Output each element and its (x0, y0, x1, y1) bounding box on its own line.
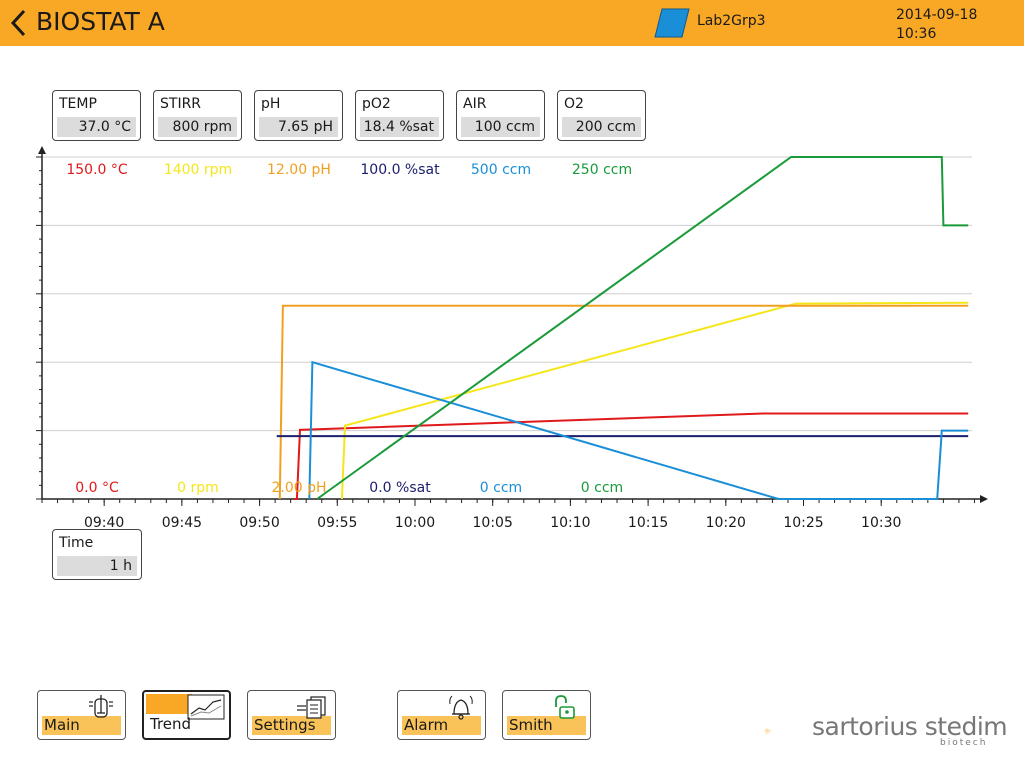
time-window[interactable]: Time 1 h (52, 529, 142, 580)
nav-label: Smith (509, 716, 553, 734)
series-line-stirr (340, 301, 969, 500)
x-tick-label: 10:25 (783, 515, 823, 531)
datetime: 2014-09-18 10:36 (896, 6, 977, 44)
time-window-value: 1 h (57, 556, 137, 576)
param-value: 18.4 %sat (360, 117, 439, 137)
scale-top-label: 150.0 °C (66, 162, 128, 178)
nav-bar-fill (507, 716, 586, 735)
param-o2[interactable]: O2 200 ccm (557, 90, 646, 141)
x-axis-arrow (980, 495, 988, 503)
param-label: STIRR (160, 96, 202, 112)
nav-alarm-button[interactable]: Alarm (397, 690, 486, 740)
sartorius-logo-icon (764, 728, 772, 735)
scale-bottom-label: 2.00 pH (271, 480, 326, 496)
param-value: 100 ccm (461, 117, 540, 137)
scale-bottom-label: 0.0 °C (75, 480, 119, 496)
page-title: BIOSTAT A (36, 7, 165, 36)
nav-bar-fill (402, 716, 481, 735)
scale-top-label: 100.0 %sat (360, 162, 440, 178)
scale-bottom-label: 0 ccm (581, 480, 623, 496)
param-value: 7.65 pH (259, 117, 338, 137)
param-temp[interactable]: TEMP 37.0 °C (52, 90, 141, 141)
param-po2[interactable]: pO2 18.4 %sat (355, 90, 444, 141)
param-label: pO2 (362, 96, 391, 112)
title-bar: BIOSTAT A Lab2Grp3 2014-09-18 10:36 (0, 0, 1024, 46)
x-tick-label: 09:50 (239, 515, 279, 531)
x-tick-label: 09:40 (84, 515, 124, 531)
x-tick-label: 10:20 (706, 515, 746, 531)
series-line-temp (293, 412, 969, 500)
back-arrow-icon[interactable] (8, 8, 30, 38)
nav-label: Main (44, 716, 80, 734)
nav-label: Alarm (404, 716, 449, 734)
scale-top-label: 500 ccm (471, 162, 531, 178)
alarm-bell-icon (449, 695, 473, 720)
trend-chart[interactable]: 09:40 09:45 09:50 09:55 10:00 10:05 10:10 10:15… (0, 140, 1000, 540)
scale-bottom-label: 0 ccm (480, 480, 522, 496)
param-value: 200 ccm (562, 117, 641, 137)
user-group-icon[interactable] (654, 8, 690, 38)
unlock-icon (555, 695, 575, 719)
scale-top-label: 250 ccm (572, 162, 632, 178)
nav-label: Settings (254, 716, 316, 734)
x-tick-label: 09:55 (317, 515, 357, 531)
series-line-ph (278, 304, 969, 500)
settings-icon (297, 696, 326, 719)
nav-main-button[interactable]: Main (37, 690, 126, 740)
logo-subtext: biotech (940, 738, 988, 748)
x-tick-label: 10:10 (550, 515, 590, 531)
param-value: 37.0 °C (57, 117, 136, 137)
nav-label: Trend (150, 715, 192, 733)
scale-bottom-label: 0.0 %sat (369, 480, 431, 496)
date-text: 2014-09-18 (896, 7, 978, 23)
param-air[interactable]: AIR 100 ccm (456, 90, 545, 141)
nav-trend-button[interactable]: Trend (142, 690, 231, 740)
series-line-o2 (316, 156, 969, 500)
trend-graph-icon (187, 694, 225, 720)
param-stirr[interactable]: STIRR 800 rpm (153, 90, 242, 141)
nav-bar-fill (42, 716, 121, 735)
scale-bottom-label: 0 rpm (177, 480, 219, 496)
series-line-air (308, 360, 969, 500)
nav-bar-fill (252, 716, 331, 735)
user-name[interactable]: Lab2Grp3 (697, 13, 766, 29)
x-tick-label: 10:30 (861, 515, 901, 531)
time-text: 10:36 (896, 26, 937, 42)
x-tick-label: 10:05 (473, 515, 513, 531)
x-tick-label: 10:00 (395, 515, 435, 531)
scale-top-label: 1400 rpm (164, 162, 232, 178)
nav-settings-button[interactable]: Settings (247, 690, 336, 740)
param-label: TEMP (59, 96, 97, 112)
x-tick-label: 10:15 (628, 515, 668, 531)
nav-active-fill (146, 694, 192, 714)
param-label: pH (261, 96, 281, 112)
x-tick-label: 09:45 (162, 515, 202, 531)
param-label: AIR (463, 96, 487, 112)
y-axis-arrow (38, 146, 46, 154)
nav-smith-button[interactable]: Smith (502, 690, 591, 740)
bioreactor-icon (89, 695, 113, 718)
param-label: O2 (564, 96, 584, 112)
param-value: 800 rpm (158, 117, 237, 137)
scale-top-label: 12.00 pH (267, 162, 331, 178)
time-window-label: Time (59, 535, 94, 551)
logo-text: sartorius stedim (812, 712, 1008, 741)
param-ph[interactable]: pH 7.65 pH (254, 90, 343, 141)
